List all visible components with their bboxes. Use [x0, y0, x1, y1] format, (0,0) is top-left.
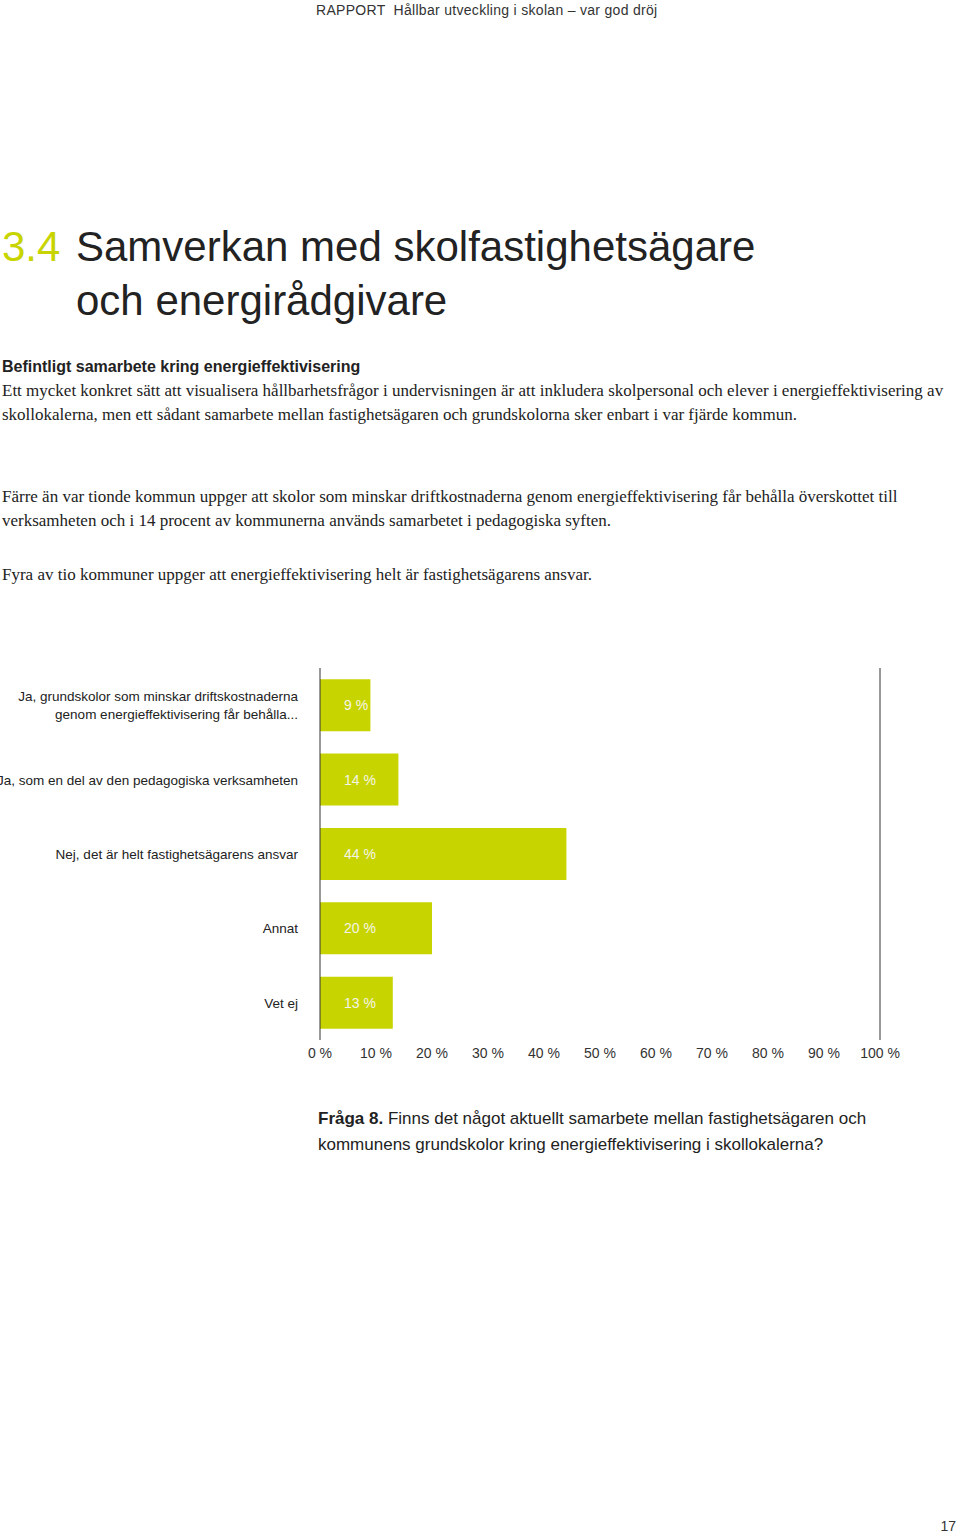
- html-text:Ett mycket konkret sätt att vi: Ett mycket konkret sätt att visualisera …: [2, 381, 944, 424]
- html-text:RAPPORT: RAPPORT: [316, 2, 386, 18]
- svg-text:20 %: 20 %: [344, 920, 376, 936]
- svg-text:90 %: 90 %: [808, 1045, 840, 1061]
- html-text:Hållbar utveckling i skolan –: Hållbar utveckling i skolan – var god dr…: [393, 2, 658, 18]
- svg-text:44 %: 44 %: [344, 846, 376, 862]
- svg-text:30 %: 30 %: [472, 1045, 504, 1061]
- svg-text:Ja, som en del av den pedagogi: Ja, som en del av den pedagogiska verksa…: [8, 772, 298, 787]
- svg-text:20 %: 20 %: [416, 1045, 448, 1061]
- svg-text:60 %: 60 %: [640, 1045, 672, 1061]
- html-text:17: 17: [940, 1518, 956, 1534]
- svg-text:70 %: 70 %: [696, 1045, 728, 1061]
- svg-text:100 %: 100 %: [860, 1045, 900, 1061]
- html-text:3.4 Samverkan med skolfastighe: 3.4 Samverkan med skolfastighetsägare: [2, 223, 756, 270]
- svg-text:50 %: 50 %: [584, 1045, 616, 1061]
- svg-text:Ja, grundskolor som minskar dr: Ja, grundskolor som minskar driftskostna…: [18, 689, 298, 722]
- svg-text:80 %: 80 %: [752, 1045, 784, 1061]
- html-text:Befintligt samarbete kring ene: Befintligt samarbete kring energieffekti…: [2, 358, 361, 375]
- svg-text:Vet ej: Vet ej: [264, 995, 298, 1010]
- html-text:Fyra av tio kommuner uppger at: Fyra av tio kommuner uppger att energief…: [2, 565, 592, 584]
- svg-text:Annat: Annat: [263, 921, 299, 936]
- svg-text:Nej, det är helt fastighetsäga: Nej, det är helt fastighetsägarens ansva…: [56, 847, 299, 862]
- svg-text:40 %: 40 %: [528, 1045, 560, 1061]
- svg-text:10 %: 10 %: [360, 1045, 392, 1061]
- html-text:Fråga 8. Finns det något aktue: Fråga 8. Finns det något aktuellt samarb…: [318, 1109, 867, 1154]
- svg-text:0 %: 0 %: [308, 1045, 332, 1061]
- svg-text:9 %: 9 %: [344, 697, 368, 713]
- html-text:och energirådgivare: och energirådgivare: [76, 277, 448, 324]
- svg-text:14 %: 14 %: [344, 772, 376, 788]
- html-text:Färre än var tionde kommun upp: Färre än var tionde kommun uppger att sk…: [2, 487, 898, 530]
- svg-text:13 %: 13 %: [344, 995, 376, 1011]
